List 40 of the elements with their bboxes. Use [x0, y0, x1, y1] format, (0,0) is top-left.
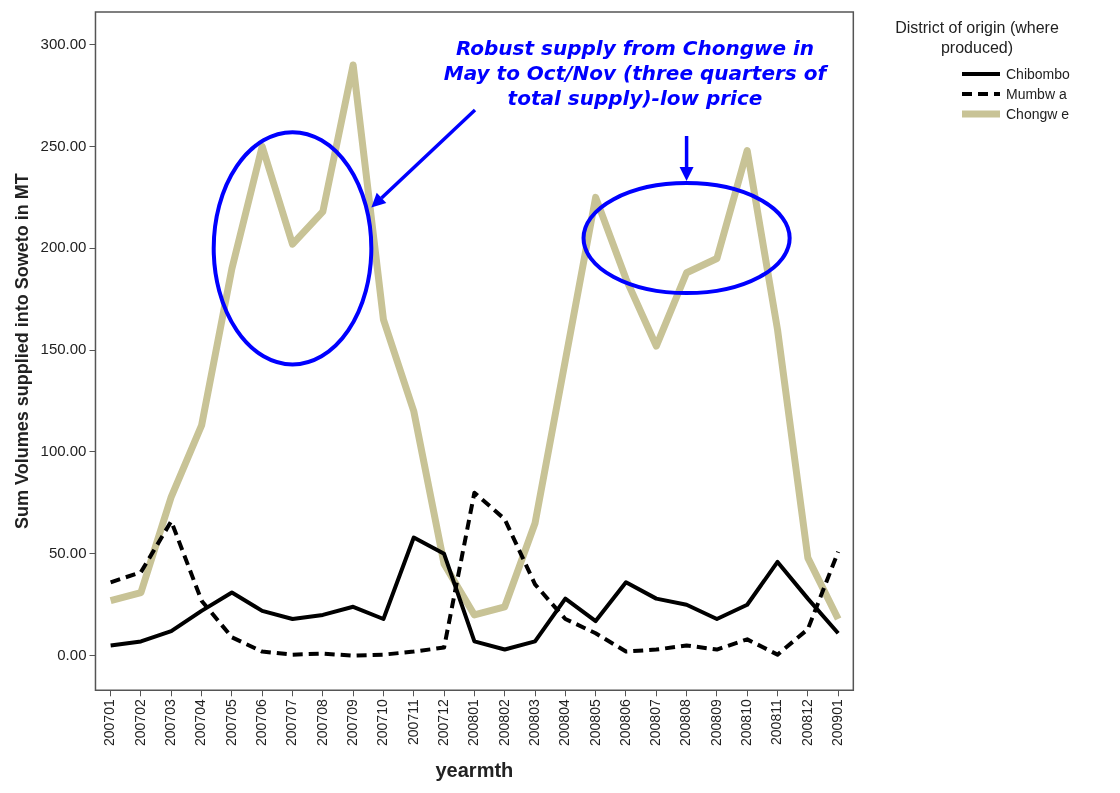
x-tick-label: 200812 [798, 699, 815, 746]
x-tick-label: 200707 [283, 699, 300, 746]
x-tick-label: 200809 [707, 699, 724, 746]
annotation: Robust supply from Chongwe in May to Oct/Nov (three quarters of total supply)-low price [442, 36, 830, 111]
x-tick-label: 200704 [192, 699, 209, 746]
line-series [108, 490, 841, 658]
y-tick-label: 300.00 [40, 34, 87, 52]
x-tick-label: 200802 [495, 699, 512, 746]
y-tick-label: 0.00 [57, 645, 87, 663]
x-tick-label: 200806 [616, 699, 633, 746]
x-tick-label: 200712 [434, 699, 451, 746]
x-tick-label: 200804 [556, 699, 573, 746]
x-tick-label: 200706 [253, 699, 270, 746]
x-tick-label: 200708 [313, 699, 330, 746]
x-axis-title: yearmth [435, 758, 514, 781]
x-tick-label: 200803 [525, 699, 542, 746]
x-tick-label: 200901 [829, 699, 846, 746]
x-tick-label: 200701 [101, 699, 118, 746]
legend-label: Mumbw a [1006, 86, 1067, 102]
x-tick-label: 200703 [162, 699, 179, 746]
x-tick-label: 200709 [344, 699, 360, 746]
x-tick-label: 200705 [222, 699, 239, 746]
x-tick-label: 200810 [738, 699, 755, 746]
legend-label: Chongw e [1006, 106, 1070, 122]
y-axis-title: Sum Volumes supplied into Soweto in MT [11, 173, 32, 529]
y-tick-label: 150.00 [40, 340, 87, 358]
x-tick-label: 200702 [131, 699, 148, 746]
legend-label: Chibombo [1006, 66, 1070, 82]
x-tick-label: 200805 [586, 699, 603, 746]
x-tick-label: 200807 [647, 699, 664, 746]
y-tick-label: 200.00 [40, 238, 87, 256]
y-tick-label: 50.00 [48, 543, 87, 561]
x-tick-label: 200710 [374, 699, 391, 746]
y-tick-label: 250.00 [40, 136, 87, 154]
legend-title: District of origin (where produced) [894, 18, 1060, 58]
x-tick-label: 200801 [465, 699, 482, 746]
x-tick-label: 200811 [768, 699, 785, 745]
y-tick-label: 100.00 [40, 442, 87, 460]
x-tick-label: 200808 [677, 699, 694, 746]
x-tick-label: 200711 [404, 699, 421, 745]
